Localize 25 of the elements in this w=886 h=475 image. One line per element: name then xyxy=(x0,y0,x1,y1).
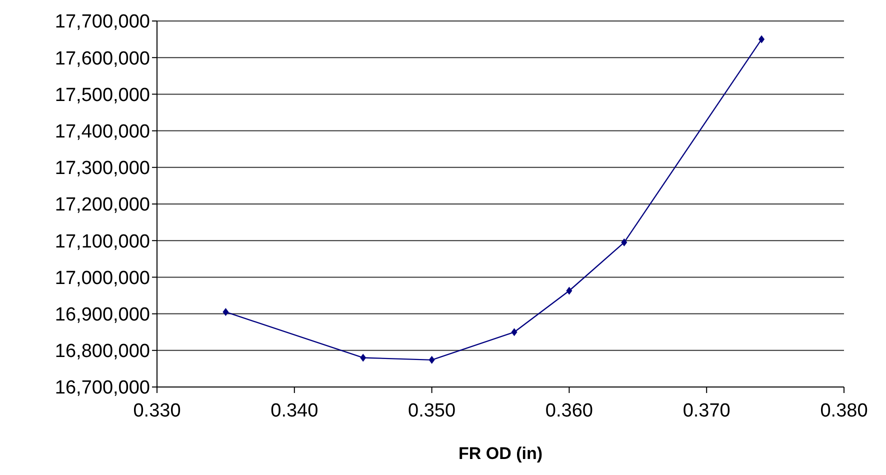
y-tick-label: 17,600,000 xyxy=(54,48,150,70)
y-tick-label: 16,800,000 xyxy=(54,341,150,362)
y-tick-label: 17,500,000 xyxy=(54,84,150,106)
point xyxy=(428,356,435,364)
y-tick-label: 17,700,000 xyxy=(54,12,150,33)
point xyxy=(621,238,628,246)
point xyxy=(360,354,366,362)
y-tick-label: 17,400,000 xyxy=(54,122,150,143)
point xyxy=(511,328,518,336)
y-tick-label: 17,300,000 xyxy=(54,158,150,180)
x-tick-label: 0.370 xyxy=(682,400,730,422)
x-tick-label: 0.360 xyxy=(545,400,593,422)
x-tick-label: 0.340 xyxy=(270,400,318,422)
x-tick-label: 0.380 xyxy=(820,400,868,422)
y-tick-label: 16,700,000 xyxy=(54,378,150,399)
point xyxy=(758,35,765,44)
x-tick-label: 0.350 xyxy=(408,400,456,422)
point xyxy=(566,286,572,295)
point xyxy=(222,308,229,316)
y-tick-label: 17,000,000 xyxy=(54,268,150,289)
x-axis-title: FR OD (in) xyxy=(458,444,543,463)
y-tick-label: 17,200,000 xyxy=(54,194,150,216)
y-tick-label: 17,100,000 xyxy=(54,231,150,252)
y-tick-label: 16,900,000 xyxy=(54,304,150,326)
x-tick-label: 0.330 xyxy=(133,400,181,422)
